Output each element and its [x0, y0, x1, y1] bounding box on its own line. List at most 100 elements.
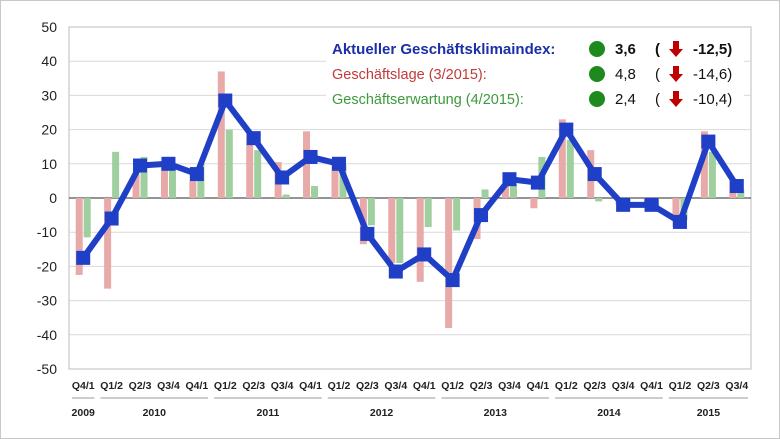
lage-bar — [189, 180, 197, 198]
index-point — [303, 149, 318, 164]
year-label: 2011 — [257, 407, 280, 419]
lage-bar — [672, 198, 680, 228]
index-point — [161, 156, 176, 171]
erwartung-bar — [396, 198, 404, 263]
x-tick-label: Q4/1 — [640, 380, 663, 392]
legend-paren: ( — [655, 41, 660, 58]
index-point — [360, 226, 375, 241]
erwartung-bar — [225, 129, 233, 198]
erwartung-bar — [282, 194, 290, 198]
index-point — [474, 208, 489, 223]
x-tick-label: Q2/3 — [470, 380, 493, 392]
index-point — [587, 167, 602, 182]
down-arrow-icon — [669, 66, 683, 82]
legend-value: 2,4 — [615, 91, 636, 108]
y-tick-label: -20 — [37, 258, 57, 274]
lage-bar — [416, 198, 424, 282]
erwartung-bar — [311, 186, 319, 198]
lage-bar — [217, 71, 225, 198]
x-tick-label: Q4/1 — [185, 380, 208, 392]
erwartung-bar — [708, 151, 716, 198]
legend-value: 4,8 — [615, 66, 636, 83]
x-tick-label: Q4/1 — [526, 380, 549, 392]
y-axis: 50 40 30 20 10 0 -10 -20 -30 -40 -50 — [37, 19, 57, 377]
x-tick-label: Q3/4 — [498, 380, 521, 392]
index-point — [76, 250, 91, 265]
legend-value: 3,6 — [615, 41, 636, 58]
lage-bar — [445, 198, 453, 328]
y-tick-label: 20 — [41, 122, 57, 138]
legend-change: -12,5) — [693, 41, 732, 58]
x-tick-label: Q2/3 — [697, 380, 720, 392]
y-tick-label: 40 — [41, 53, 57, 69]
x-tick-label: Q2/3 — [242, 380, 265, 392]
y-tick-label: 30 — [41, 87, 57, 103]
index-point — [331, 156, 346, 171]
index-point — [729, 179, 744, 194]
down-arrow-icon — [669, 41, 683, 57]
x-tick-label: Q3/4 — [157, 380, 180, 392]
x-tick-label: Q1/2 — [214, 380, 237, 392]
x-tick-label: Q3/4 — [612, 380, 635, 392]
legend-paren: ( — [655, 91, 660, 108]
x-tick-label: Q1/2 — [441, 380, 464, 392]
y-tick-label: 50 — [41, 19, 57, 35]
down-arrow-icon — [669, 91, 683, 107]
x-axis: Q4/1 Q1/2 Q2/3 Q3/4 Q4/1 Q1/2 Q2/3 Q3/4 Q4/1 Q1/2… — [72, 380, 749, 419]
y-tick-label: 0 — [49, 190, 57, 206]
erwartung-bar — [83, 198, 91, 238]
index-point — [388, 264, 403, 279]
x-tick-label: Q1/2 — [100, 380, 123, 392]
legend-dot-icon — [589, 91, 605, 107]
index-point — [275, 170, 290, 185]
lage-bar — [501, 186, 509, 198]
y-tick-label: -30 — [37, 293, 57, 309]
index-point — [672, 214, 687, 229]
erwartung-bar — [453, 198, 461, 231]
x-tick-label: Q1/2 — [669, 380, 692, 392]
y-tick-label: -40 — [37, 327, 57, 343]
x-tick-label: Q2/3 — [356, 380, 379, 392]
legend-label: Geschäftserwartung (4/2015): — [332, 92, 524, 108]
year-label: 2015 — [697, 407, 721, 419]
index-point — [417, 247, 432, 262]
lage-bar — [558, 119, 566, 198]
index-point — [701, 134, 716, 149]
y-tick-label: -10 — [37, 224, 57, 240]
x-tick-label: Q1/2 — [328, 380, 351, 392]
erwartung-bar — [254, 150, 262, 198]
erwartung-bar — [367, 198, 375, 226]
lage-bar — [388, 198, 396, 263]
erwartung-bar — [566, 139, 574, 198]
erwartung-bar — [595, 198, 603, 202]
lage-bar — [132, 174, 140, 198]
lage-bar — [530, 198, 538, 209]
erwartung-bar — [112, 151, 120, 198]
erwartung-bar — [481, 189, 489, 198]
lage-bar — [303, 131, 311, 198]
year-label: 2014 — [597, 407, 621, 419]
legend-change: -10,4) — [693, 91, 732, 108]
year-label: 2013 — [484, 407, 508, 419]
index-point — [530, 175, 545, 190]
lage-bar — [75, 198, 83, 275]
lage-bar — [700, 131, 708, 198]
lage-bar — [160, 167, 168, 198]
legend-change: -14,6) — [693, 66, 732, 83]
x-tick-label: Q3/4 — [384, 380, 407, 392]
index-point — [246, 131, 261, 146]
x-tick-label: Q3/4 — [725, 380, 748, 392]
year-label: 2009 — [72, 407, 96, 419]
legend-label: Aktueller Geschäftsklimaindex: — [332, 41, 555, 58]
legend-paren: ( — [655, 66, 660, 83]
index-point — [104, 211, 119, 226]
index-point — [218, 93, 233, 108]
x-tick-label: Q1/2 — [555, 380, 578, 392]
lage-bar — [104, 198, 112, 289]
erwartung-bar — [509, 184, 517, 198]
legend-dot-icon — [589, 41, 605, 57]
erwartung-bar — [140, 156, 148, 198]
erwartung-bar — [424, 198, 432, 228]
index-point — [445, 273, 460, 288]
